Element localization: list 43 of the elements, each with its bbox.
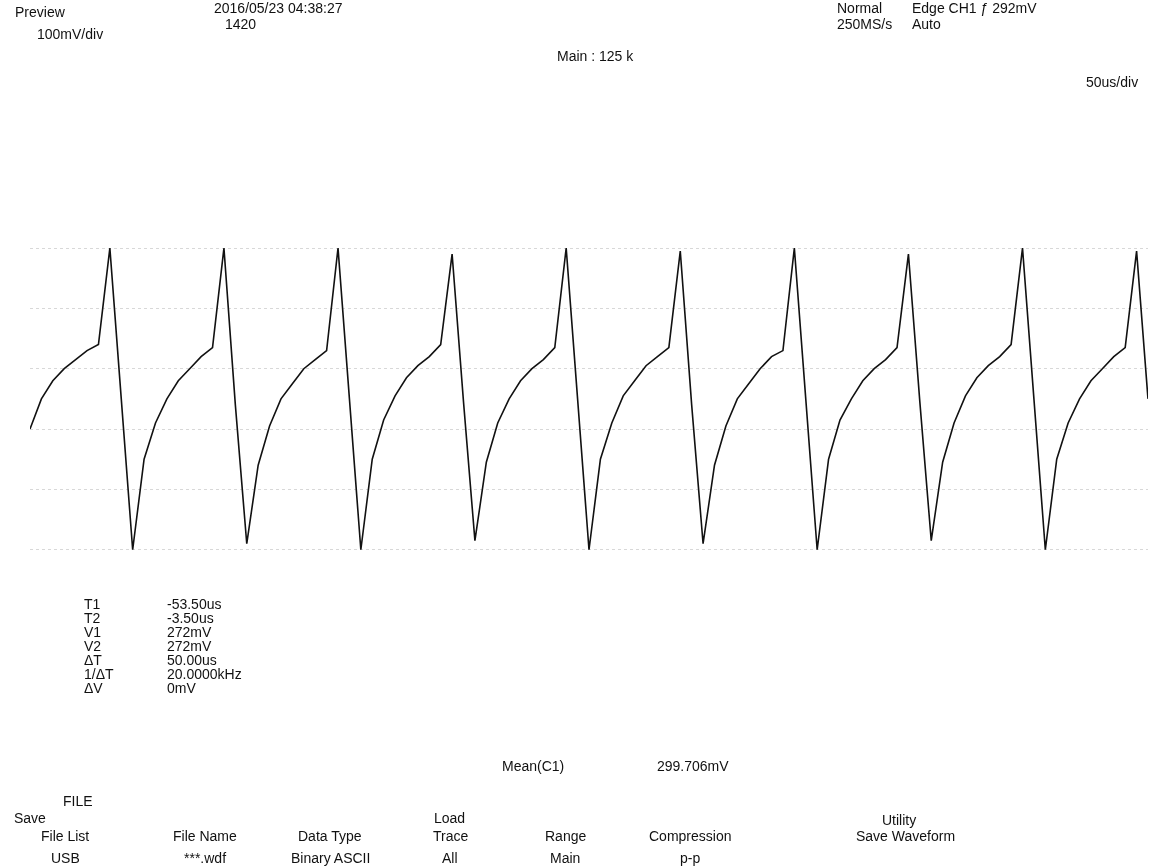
text: 20.0000kHz (167, 666, 242, 682)
text: -3.50us (167, 610, 214, 626)
text: Save Waveform (856, 828, 956, 844)
text: Main (550, 850, 581, 866)
text: 250MS/s (837, 16, 893, 32)
text: Auto (912, 16, 942, 32)
text: 50.00us (167, 652, 217, 668)
text: File List (41, 828, 90, 844)
text: Utility (882, 812, 917, 828)
text: Normal (837, 0, 883, 16)
text: ΔV (84, 680, 104, 696)
text: Main : 125 k (557, 48, 635, 64)
text: Binary ASCII (291, 850, 371, 866)
text: FILE (63, 793, 93, 809)
text: Compression (649, 828, 732, 844)
text: V1 (84, 624, 102, 640)
text: File Name (173, 828, 238, 844)
text: ***.wdf (184, 850, 227, 866)
text: T1 (84, 596, 101, 612)
text: Trace (433, 828, 469, 844)
text: 1420 (225, 16, 257, 32)
text: All (442, 850, 458, 866)
text: USB (51, 850, 80, 866)
text: V2 (84, 638, 102, 654)
text: 2016/05/23 04:38:27 (214, 0, 343, 16)
text: 272mV (167, 638, 213, 654)
text: ΔT (84, 652, 103, 668)
text: p-p (680, 850, 701, 866)
text: T2 (84, 610, 101, 626)
text: Save (14, 810, 47, 826)
text: 1/ΔT (84, 666, 115, 682)
text: Range (545, 828, 587, 844)
text: Edge CH1 ƒ 292mV (912, 0, 1038, 16)
text: 0mV (167, 680, 197, 696)
text: Load (434, 810, 466, 826)
text: 100mV/div (37, 26, 104, 42)
text: Data Type (298, 828, 362, 844)
text: -53.50us (167, 596, 222, 612)
text: 50us/div (1086, 74, 1139, 90)
text: Mean(C1) (502, 758, 565, 774)
text: 299.706mV (657, 758, 730, 774)
text: Preview (15, 4, 66, 20)
text: 272mV (167, 624, 213, 640)
